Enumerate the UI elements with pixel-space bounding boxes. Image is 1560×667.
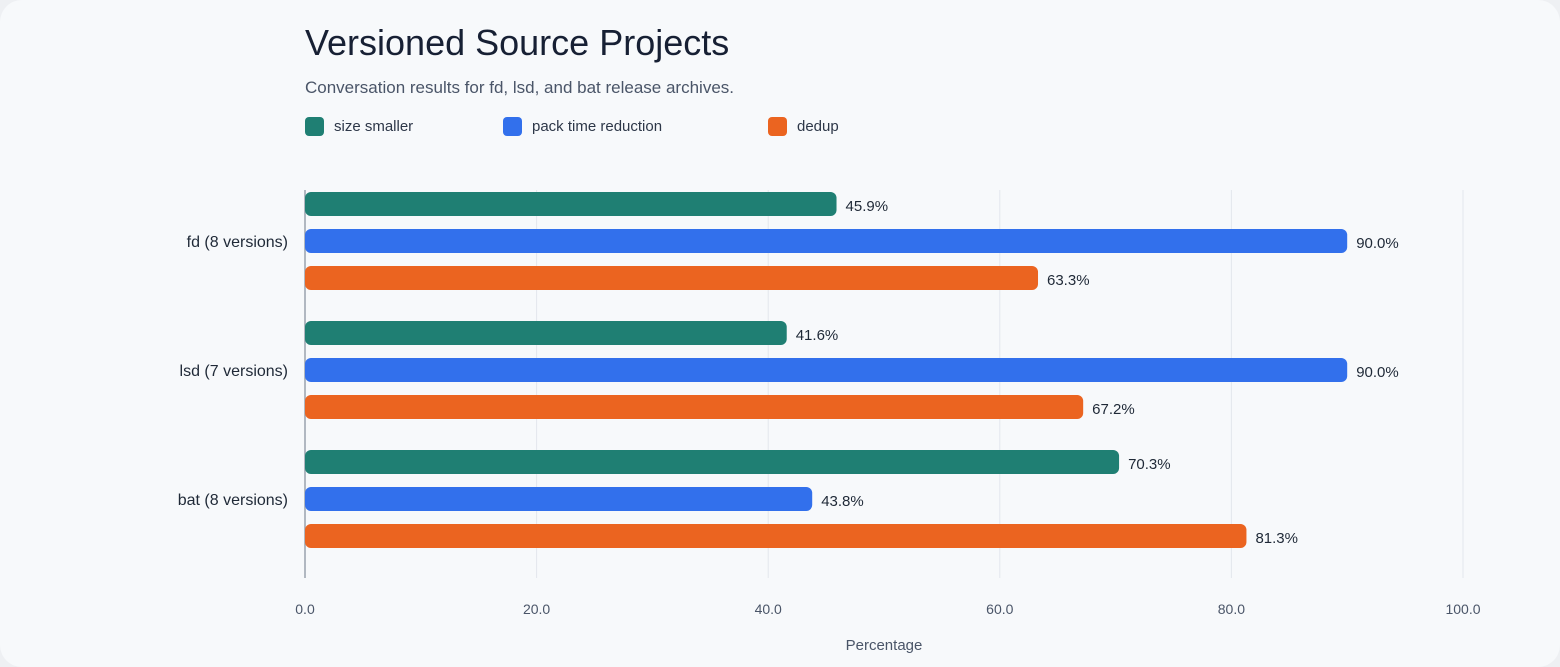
bar-value-label: 90.0% (1356, 364, 1399, 381)
bar (305, 229, 1348, 253)
legend-swatch-size-smaller (305, 117, 324, 136)
category-label: bat (8 versions) (178, 492, 288, 509)
bar-value-label: 90.0% (1356, 235, 1399, 252)
chart-subtitle: Conversation results for fd, lsd, and ba… (305, 78, 734, 97)
bar (305, 395, 1084, 419)
x-tick-label: 60.0 (986, 601, 1013, 617)
chart-title: Versioned Source Projects (305, 22, 730, 63)
bar (305, 450, 1120, 474)
legend-label-size-smaller: size smaller (334, 118, 414, 135)
legend-item-pack-time-reduction[interactable]: pack time reduction (503, 117, 662, 136)
category-label: fd (8 versions) (187, 234, 288, 251)
bar-value-label: 43.8% (821, 493, 864, 510)
bar-value-label: 63.3% (1047, 272, 1090, 289)
bar (305, 487, 813, 511)
bar-value-label: 67.2% (1092, 401, 1135, 418)
bar-value-label: 45.9% (846, 198, 889, 215)
x-tick-label: 100.0 (1445, 601, 1480, 617)
bar-value-label: 81.3% (1255, 530, 1298, 547)
bar-value-label: 70.3% (1128, 456, 1171, 473)
x-tick-label: 80.0 (1218, 601, 1245, 617)
bar (305, 358, 1348, 382)
x-tick-label: 40.0 (755, 601, 782, 617)
category-label: lsd (7 versions) (180, 363, 288, 380)
x-tick-label: 0.0 (295, 601, 315, 617)
bar (305, 321, 787, 345)
bar (305, 192, 837, 216)
legend-label-pack-time-reduction: pack time reduction (532, 118, 663, 135)
legend-item-size-smaller[interactable]: size smaller (305, 117, 413, 136)
bar (305, 266, 1039, 290)
x-tick-label: 20.0 (523, 601, 550, 617)
legend-swatch-dedup (768, 117, 787, 136)
bar (305, 524, 1247, 548)
bar-value-label: 41.6% (796, 327, 839, 344)
x-axis-title: Percentage (846, 637, 923, 654)
legend-item-dedup[interactable]: dedup (768, 117, 839, 136)
legend-label-dedup: dedup (797, 118, 839, 135)
legend-swatch-pack-time-reduction (503, 117, 522, 136)
